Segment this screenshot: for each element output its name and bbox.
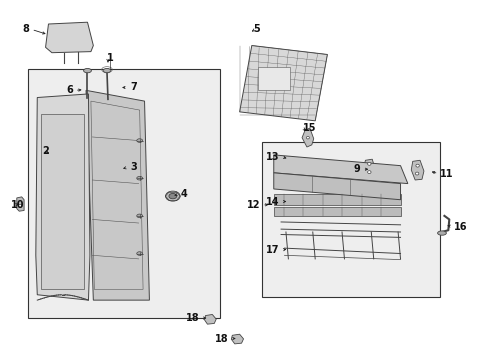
- Polygon shape: [410, 160, 423, 180]
- Polygon shape: [231, 334, 243, 344]
- Text: 2: 2: [42, 146, 49, 156]
- Text: 9: 9: [353, 164, 360, 174]
- Polygon shape: [273, 173, 400, 200]
- Bar: [273, 207, 400, 216]
- Ellipse shape: [137, 176, 142, 180]
- Ellipse shape: [165, 191, 180, 201]
- Bar: [41, 114, 83, 289]
- Ellipse shape: [137, 214, 142, 218]
- Text: 3: 3: [130, 162, 136, 172]
- Text: 12: 12: [246, 200, 260, 210]
- Ellipse shape: [18, 204, 22, 207]
- Polygon shape: [239, 45, 327, 121]
- Text: 14: 14: [265, 197, 279, 207]
- Text: 1: 1: [107, 53, 114, 63]
- Text: 15: 15: [303, 123, 316, 133]
- Text: 6: 6: [66, 85, 73, 95]
- Ellipse shape: [437, 231, 446, 235]
- Text: 4: 4: [180, 189, 186, 199]
- Bar: [258, 67, 289, 90]
- Ellipse shape: [415, 172, 418, 175]
- Polygon shape: [17, 197, 24, 211]
- Text: 5: 5: [253, 24, 260, 35]
- Ellipse shape: [306, 136, 309, 139]
- Text: 11: 11: [439, 168, 452, 179]
- Polygon shape: [86, 90, 149, 300]
- Ellipse shape: [137, 139, 142, 142]
- Polygon shape: [363, 159, 374, 178]
- Text: 8: 8: [22, 24, 29, 35]
- Ellipse shape: [367, 171, 370, 174]
- Polygon shape: [273, 155, 407, 184]
- Bar: [27, 69, 220, 318]
- Bar: [273, 194, 400, 205]
- Polygon shape: [302, 128, 313, 147]
- Text: 17: 17: [265, 245, 279, 255]
- Bar: [261, 142, 439, 297]
- Text: 10: 10: [11, 200, 25, 210]
- Polygon shape: [45, 22, 93, 53]
- Ellipse shape: [83, 68, 91, 73]
- Text: 13: 13: [265, 152, 279, 162]
- Text: 18: 18: [215, 333, 228, 343]
- Ellipse shape: [103, 68, 111, 73]
- Ellipse shape: [367, 162, 370, 165]
- Text: 18: 18: [185, 313, 199, 323]
- Polygon shape: [204, 315, 216, 324]
- Text: 7: 7: [130, 82, 136, 93]
- Ellipse shape: [415, 164, 418, 167]
- Polygon shape: [36, 94, 90, 300]
- Text: 16: 16: [453, 222, 467, 231]
- Ellipse shape: [168, 193, 176, 199]
- Ellipse shape: [137, 252, 142, 255]
